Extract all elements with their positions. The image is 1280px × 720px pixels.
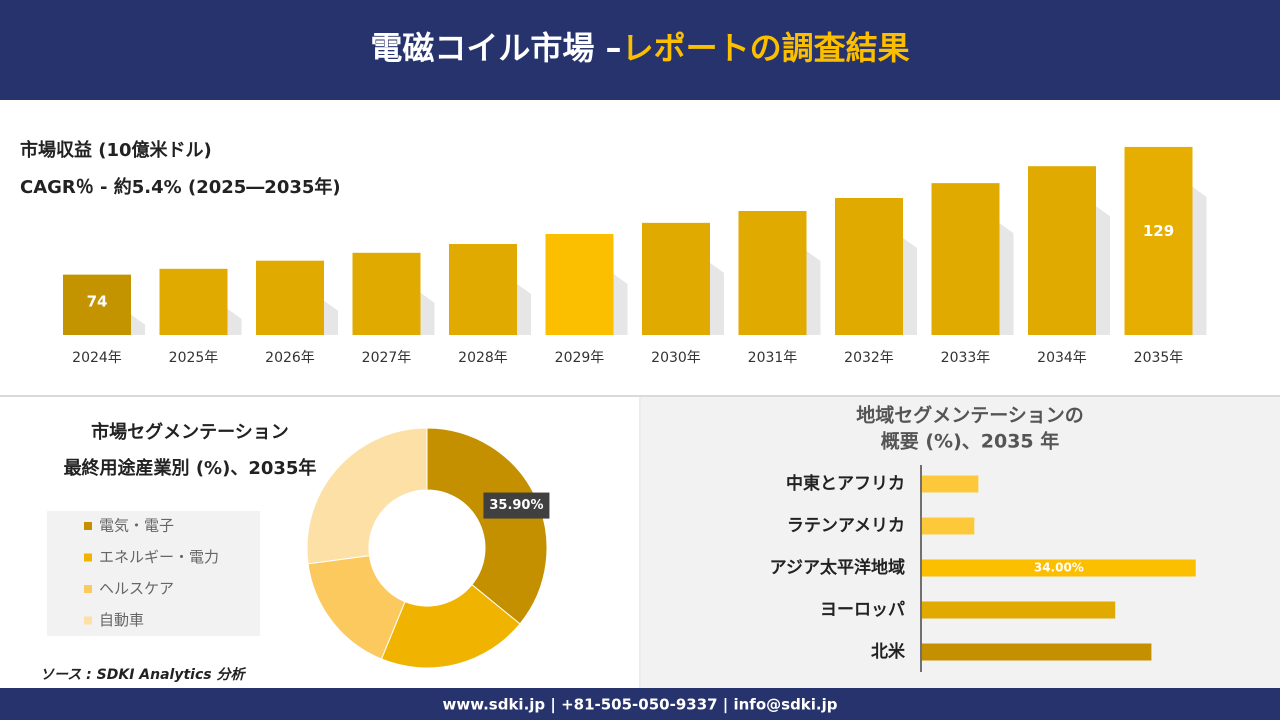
legend-label: 自動車 — [99, 611, 144, 629]
bar — [256, 260, 324, 335]
bar — [449, 243, 517, 335]
legend-label: 電気・電子 — [99, 517, 174, 535]
bar-shadow — [806, 251, 821, 335]
legend-box — [47, 511, 260, 636]
bar — [922, 559, 1196, 577]
bar-shadow — [227, 308, 242, 335]
region-title: 概要 (%)、2035 年 — [881, 430, 1060, 453]
legend-swatch — [84, 585, 92, 593]
x-tick-label: 2027年 — [362, 350, 412, 366]
bar-shadow — [613, 274, 628, 335]
x-tick-label: 2029年 — [555, 350, 605, 366]
donut-slice — [426, 427, 548, 625]
bar-shadow — [1096, 206, 1110, 335]
x-tick-label: 2030年 — [651, 350, 701, 366]
y-tick-label: ヨーロッパ — [820, 600, 905, 620]
bar-shadow — [710, 262, 724, 335]
x-tick-label: 2032年 — [844, 350, 894, 366]
bar-shadow — [131, 314, 145, 335]
bar-shadow — [999, 223, 1014, 335]
legend-label: ヘルスケア — [99, 580, 174, 598]
footer-contact: www.sdki.jp | +81-505-050-9337 | info@sd… — [442, 696, 837, 715]
legend-swatch — [84, 553, 92, 562]
data-label-box — [483, 492, 550, 519]
title-highlight: レポートの調査結果 — [622, 29, 910, 67]
bar-shadow — [420, 292, 435, 335]
data-label: 129 — [1143, 222, 1174, 240]
bar — [63, 274, 131, 335]
y-tick-label: アジア太平洋地域 — [770, 557, 905, 578]
legend-label: エネルギー・電力 — [99, 548, 219, 566]
segment-subtitle: 最終用途産業別 (%)、2035年 — [64, 457, 317, 479]
donut-slice — [306, 427, 428, 565]
y-tick-label: 中東とアフリカ — [786, 473, 905, 494]
x-tick-label: 2028年 — [458, 350, 508, 366]
donut-slice — [380, 583, 521, 669]
y-tick-label: ラテンアメリカ — [787, 516, 905, 536]
bar-shadow — [324, 300, 338, 335]
bar — [352, 252, 421, 335]
bar — [1028, 166, 1096, 335]
bar — [922, 517, 975, 535]
x-tick-label: 2025年 — [169, 350, 219, 366]
bar — [738, 211, 807, 335]
header-title: 電磁コイル市場 –レポートの調査結果 — [370, 29, 909, 67]
bar — [922, 643, 1152, 661]
source-note: ソース : SDKI Analytics 分析 — [40, 666, 246, 683]
bar-shadow — [517, 283, 531, 335]
header-bar — [0, 0, 1280, 100]
legend-swatch — [84, 616, 92, 625]
title-main: 電磁コイル市場 – — [370, 29, 621, 67]
bar — [931, 183, 1000, 335]
bar-shadow — [1192, 186, 1207, 335]
x-tick-label: 2024年 — [72, 350, 122, 366]
legend-swatch — [84, 522, 92, 530]
bar — [922, 475, 979, 493]
cagr-subtitle: CAGR％ - 約5.4% (2025―2035年) — [20, 176, 341, 198]
region-panel — [641, 397, 1280, 688]
bar — [545, 234, 614, 335]
x-tick-label: 2026年 — [265, 350, 315, 366]
x-tick-label: 2035年 — [1134, 350, 1184, 366]
bar-shadow — [903, 238, 917, 335]
data-label: 74 — [87, 292, 108, 310]
data-label: 35.90% — [489, 498, 543, 513]
x-tick-label: 2031年 — [748, 350, 798, 366]
bar — [1124, 146, 1193, 335]
footer-bar — [0, 688, 1280, 720]
bar — [159, 268, 228, 335]
bar — [922, 601, 1116, 619]
x-tick-label: 2034年 — [1037, 350, 1087, 366]
revenue-title: 市場収益 (10億米ドル) — [20, 139, 212, 161]
bar — [642, 222, 710, 335]
segment-title: 市場セグメンテーション — [91, 421, 289, 443]
data-label: 34.00% — [1034, 561, 1084, 575]
y-tick-label: 北米 — [871, 641, 906, 662]
region-title: 地域セグメンテーションの — [856, 404, 1084, 427]
bar — [835, 198, 903, 335]
x-tick-label: 2033年 — [941, 350, 991, 366]
